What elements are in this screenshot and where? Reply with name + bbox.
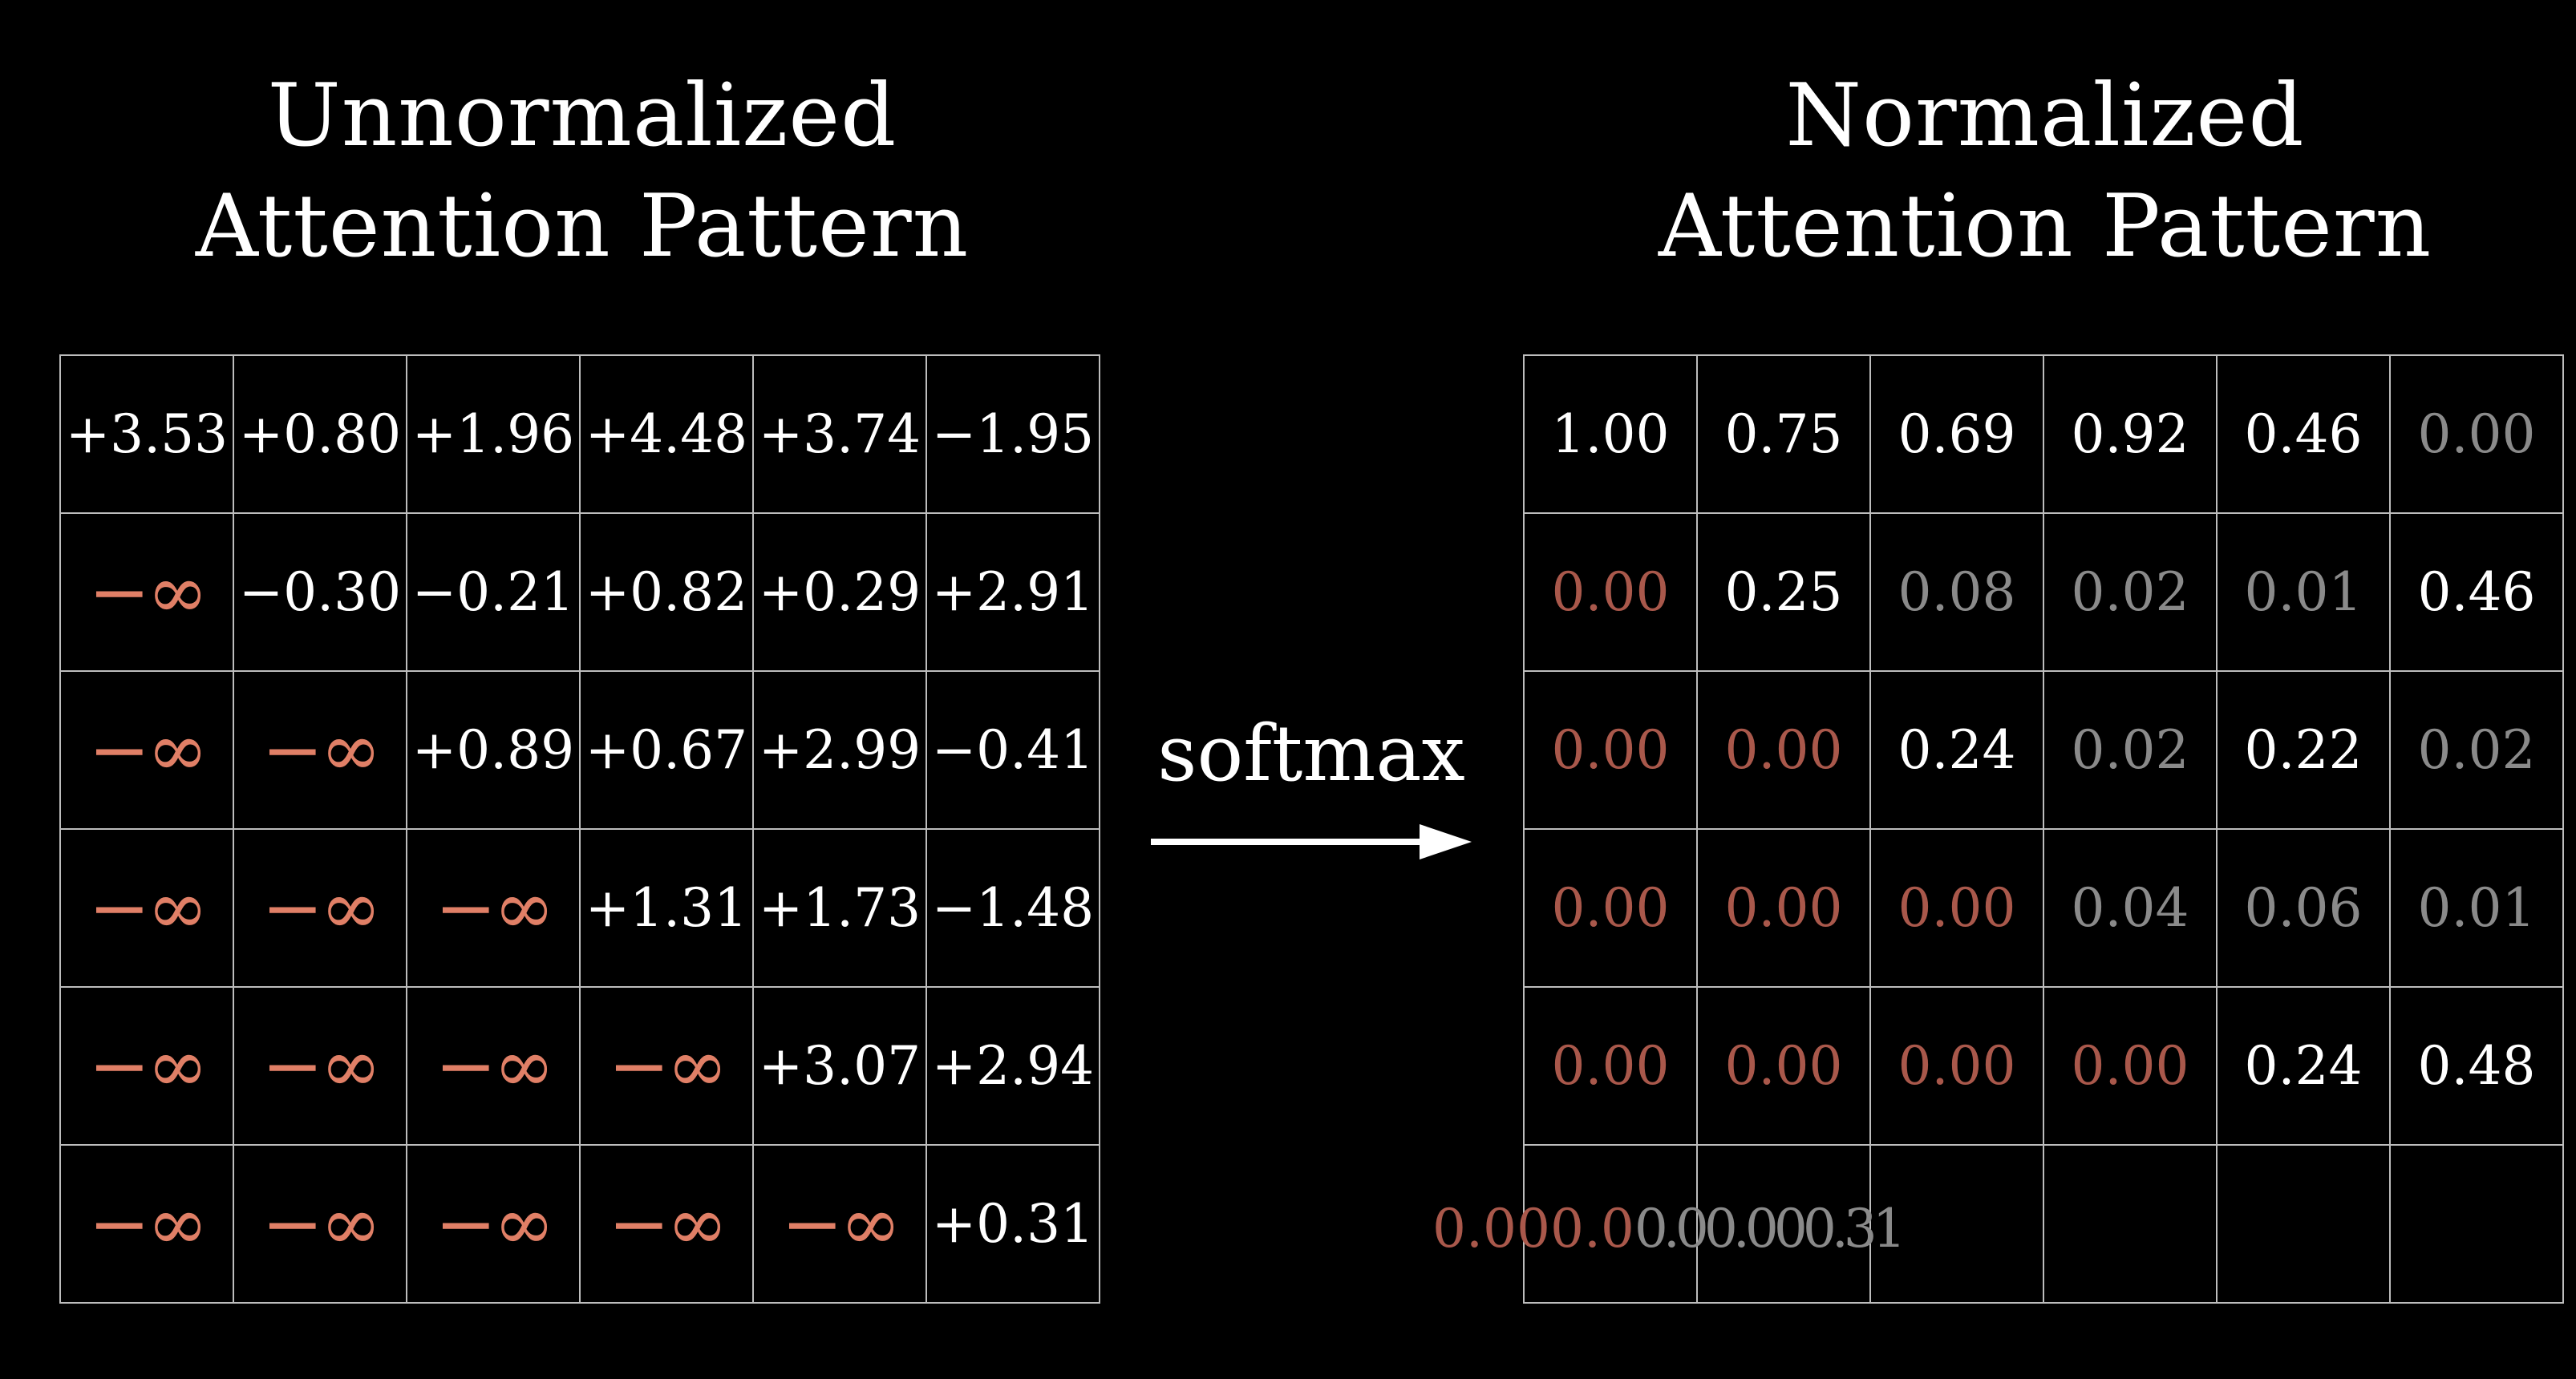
unnormalized-cell-r1-c6: −1.95 <box>927 356 1100 514</box>
normalized-cell-r5-c2: 0.00 <box>1698 988 1871 1146</box>
unnormalized-cell-r3-c3: +0.89 <box>407 672 581 830</box>
normalized-cell-r6-c2 <box>1698 1146 1871 1304</box>
unnormalized-cell-r3-c6: −0.41 <box>927 672 1100 830</box>
normalized-cell-r2-c3: 0.08 <box>1871 514 2044 672</box>
unnormalized-cell-r5-c5: +3.07 <box>754 988 927 1146</box>
unnormalized-cell-r5-c1: −∞ <box>61 988 234 1146</box>
unnormalized-cell-r4-c1: −∞ <box>61 830 234 988</box>
normalized-title-line1: Normalized <box>1785 66 2305 166</box>
unnormalized-cell-r6-c4: −∞ <box>581 1146 754 1304</box>
unnormalized-cell-r5-c2: −∞ <box>234 988 407 1146</box>
unnormalized-cell-r2-c6: +2.91 <box>927 514 1100 672</box>
unnormalized-cell-r6-c5: −∞ <box>754 1146 927 1304</box>
unnormalized-cell-r2-c1: −∞ <box>61 514 234 672</box>
unnormalized-cell-r4-c6: −1.48 <box>927 830 1100 988</box>
unnormalized-cell-r2-c4: +0.82 <box>581 514 754 672</box>
animating-masked-values: 0.000.0 <box>1432 1198 1634 1260</box>
unnormalized-cell-r5-c3: −∞ <box>407 988 581 1146</box>
unnormalized-cell-r4-c2: −∞ <box>234 830 407 988</box>
normalized-cell-r2-c5: 0.01 <box>2218 514 2391 672</box>
right-arrow-icon <box>1151 824 1472 859</box>
unnormalized-cell-r4-c3: −∞ <box>407 830 581 988</box>
normalized-cell-r1-c1: 1.00 <box>1525 356 1698 514</box>
animating-dim-values: 0.00.000.31 <box>1634 1198 1906 1260</box>
normalized-title-line2: Attention Pattern <box>1658 176 2432 277</box>
normalized-cell-r6-c4 <box>2044 1146 2218 1304</box>
normalized-cell-r1-c6: 0.00 <box>2391 356 2564 514</box>
unnormalized-cell-r3-c2: −∞ <box>234 672 407 830</box>
unnormalized-cell-r1-c1: +3.53 <box>61 356 234 514</box>
normalized-cell-r2-c4: 0.02 <box>2044 514 2218 672</box>
normalized-cell-r4-c1: 0.00 <box>1525 830 1698 988</box>
unnormalized-cell-r5-c4: −∞ <box>581 988 754 1146</box>
normalized-attention-grid: 1.00 0.75 0.69 0.92 0.46 0.00 0.00 0.25 0.08 0.02… <box>1523 354 2564 1304</box>
normalized-cell-r4-c4: 0.04 <box>2044 830 2218 988</box>
unnormalized-cell-r2-c2: −0.30 <box>234 514 407 672</box>
unnormalized-cell-r1-c4: +4.48 <box>581 356 754 514</box>
normalized-cell-r1-c3: 0.69 <box>1871 356 2044 514</box>
normalized-cell-r3-c2: 0.00 <box>1698 672 1871 830</box>
unnormalized-cell-r4-c5: +1.73 <box>754 830 927 988</box>
unnormalized-cell-r2-c3: −0.21 <box>407 514 581 672</box>
normalized-cell-r1-c2: 0.75 <box>1698 356 1871 514</box>
unnormalized-title-line2: Attention Pattern <box>195 176 970 277</box>
normalized-cell-r2-c2: 0.25 <box>1698 514 1871 672</box>
normalized-cell-r5-c5: 0.24 <box>2218 988 2391 1146</box>
normalized-cell-r3-c5: 0.22 <box>2218 672 2391 830</box>
unnormalized-cell-r4-c4: +1.31 <box>581 830 754 988</box>
unnormalized-cell-r1-c3: +1.96 <box>407 356 581 514</box>
normalized-cell-r6-c6 <box>2391 1146 2564 1304</box>
normalized-cell-r3-c6: 0.02 <box>2391 672 2564 830</box>
normalized-cell-r3-c1: 0.00 <box>1525 672 1698 830</box>
normalized-cell-r4-c3: 0.00 <box>1871 830 2044 988</box>
normalized-cell-r5-c4: 0.00 <box>2044 988 2218 1146</box>
normalized-cell-r2-c6: 0.46 <box>2391 514 2564 672</box>
normalized-cell-r1-c5: 0.46 <box>2218 356 2391 514</box>
unnormalized-cell-r6-c2: −∞ <box>234 1146 407 1304</box>
animating-row-values: 0.000.00.00.000.31 <box>1432 1193 1906 1265</box>
normalized-cell-r5-c1: 0.00 <box>1525 988 1698 1146</box>
unnormalized-cell-r3-c5: +2.99 <box>754 672 927 830</box>
normalized-cell-r5-c6: 0.48 <box>2391 988 2564 1146</box>
softmax-label: softmax <box>1157 709 1465 799</box>
unnormalized-title: Unnormalized Attention Pattern <box>61 61 1104 282</box>
unnormalized-cell-r6-c1: −∞ <box>61 1146 234 1304</box>
normalized-cell-r3-c4: 0.02 <box>2044 672 2218 830</box>
unnormalized-cell-r3-c4: +0.67 <box>581 672 754 830</box>
unnormalized-attention-grid: +3.53 +0.80 +1.96 +4.48 +3.74 −1.95 −∞ −0.30 −0.… <box>59 354 1100 1304</box>
unnormalized-cell-r1-c2: +0.80 <box>234 356 407 514</box>
softmax-transform: softmax <box>1143 706 1480 866</box>
normalized-cell-r4-c5: 0.06 <box>2218 830 2391 988</box>
normalized-cell-r5-c3: 0.00 <box>1871 988 2044 1146</box>
normalized-cell-r6-c5 <box>2218 1146 2391 1304</box>
unnormalized-cell-r6-c3: −∞ <box>407 1146 581 1304</box>
normalized-cell-r4-c2: 0.00 <box>1698 830 1871 988</box>
normalized-cell-r6-c1 <box>1525 1146 1698 1304</box>
unnormalized-cell-r1-c5: +3.74 <box>754 356 927 514</box>
normalized-cell-r3-c3: 0.24 <box>1871 672 2044 830</box>
unnormalized-cell-r2-c5: +0.29 <box>754 514 927 672</box>
unnormalized-cell-r6-c6: +0.31 <box>927 1146 1100 1304</box>
unnormalized-title-line1: Unnormalized <box>267 66 897 166</box>
normalized-cell-r6-c3 <box>1871 1146 2044 1304</box>
normalized-title: Normalized Attention Pattern <box>1524 61 2566 282</box>
normalized-cell-r4-c6: 0.01 <box>2391 830 2564 988</box>
normalized-cell-r2-c1: 0.00 <box>1525 514 1698 672</box>
unnormalized-cell-r5-c6: +2.94 <box>927 988 1100 1146</box>
normalized-cell-r1-c4: 0.92 <box>2044 356 2218 514</box>
unnormalized-cell-r3-c1: −∞ <box>61 672 234 830</box>
